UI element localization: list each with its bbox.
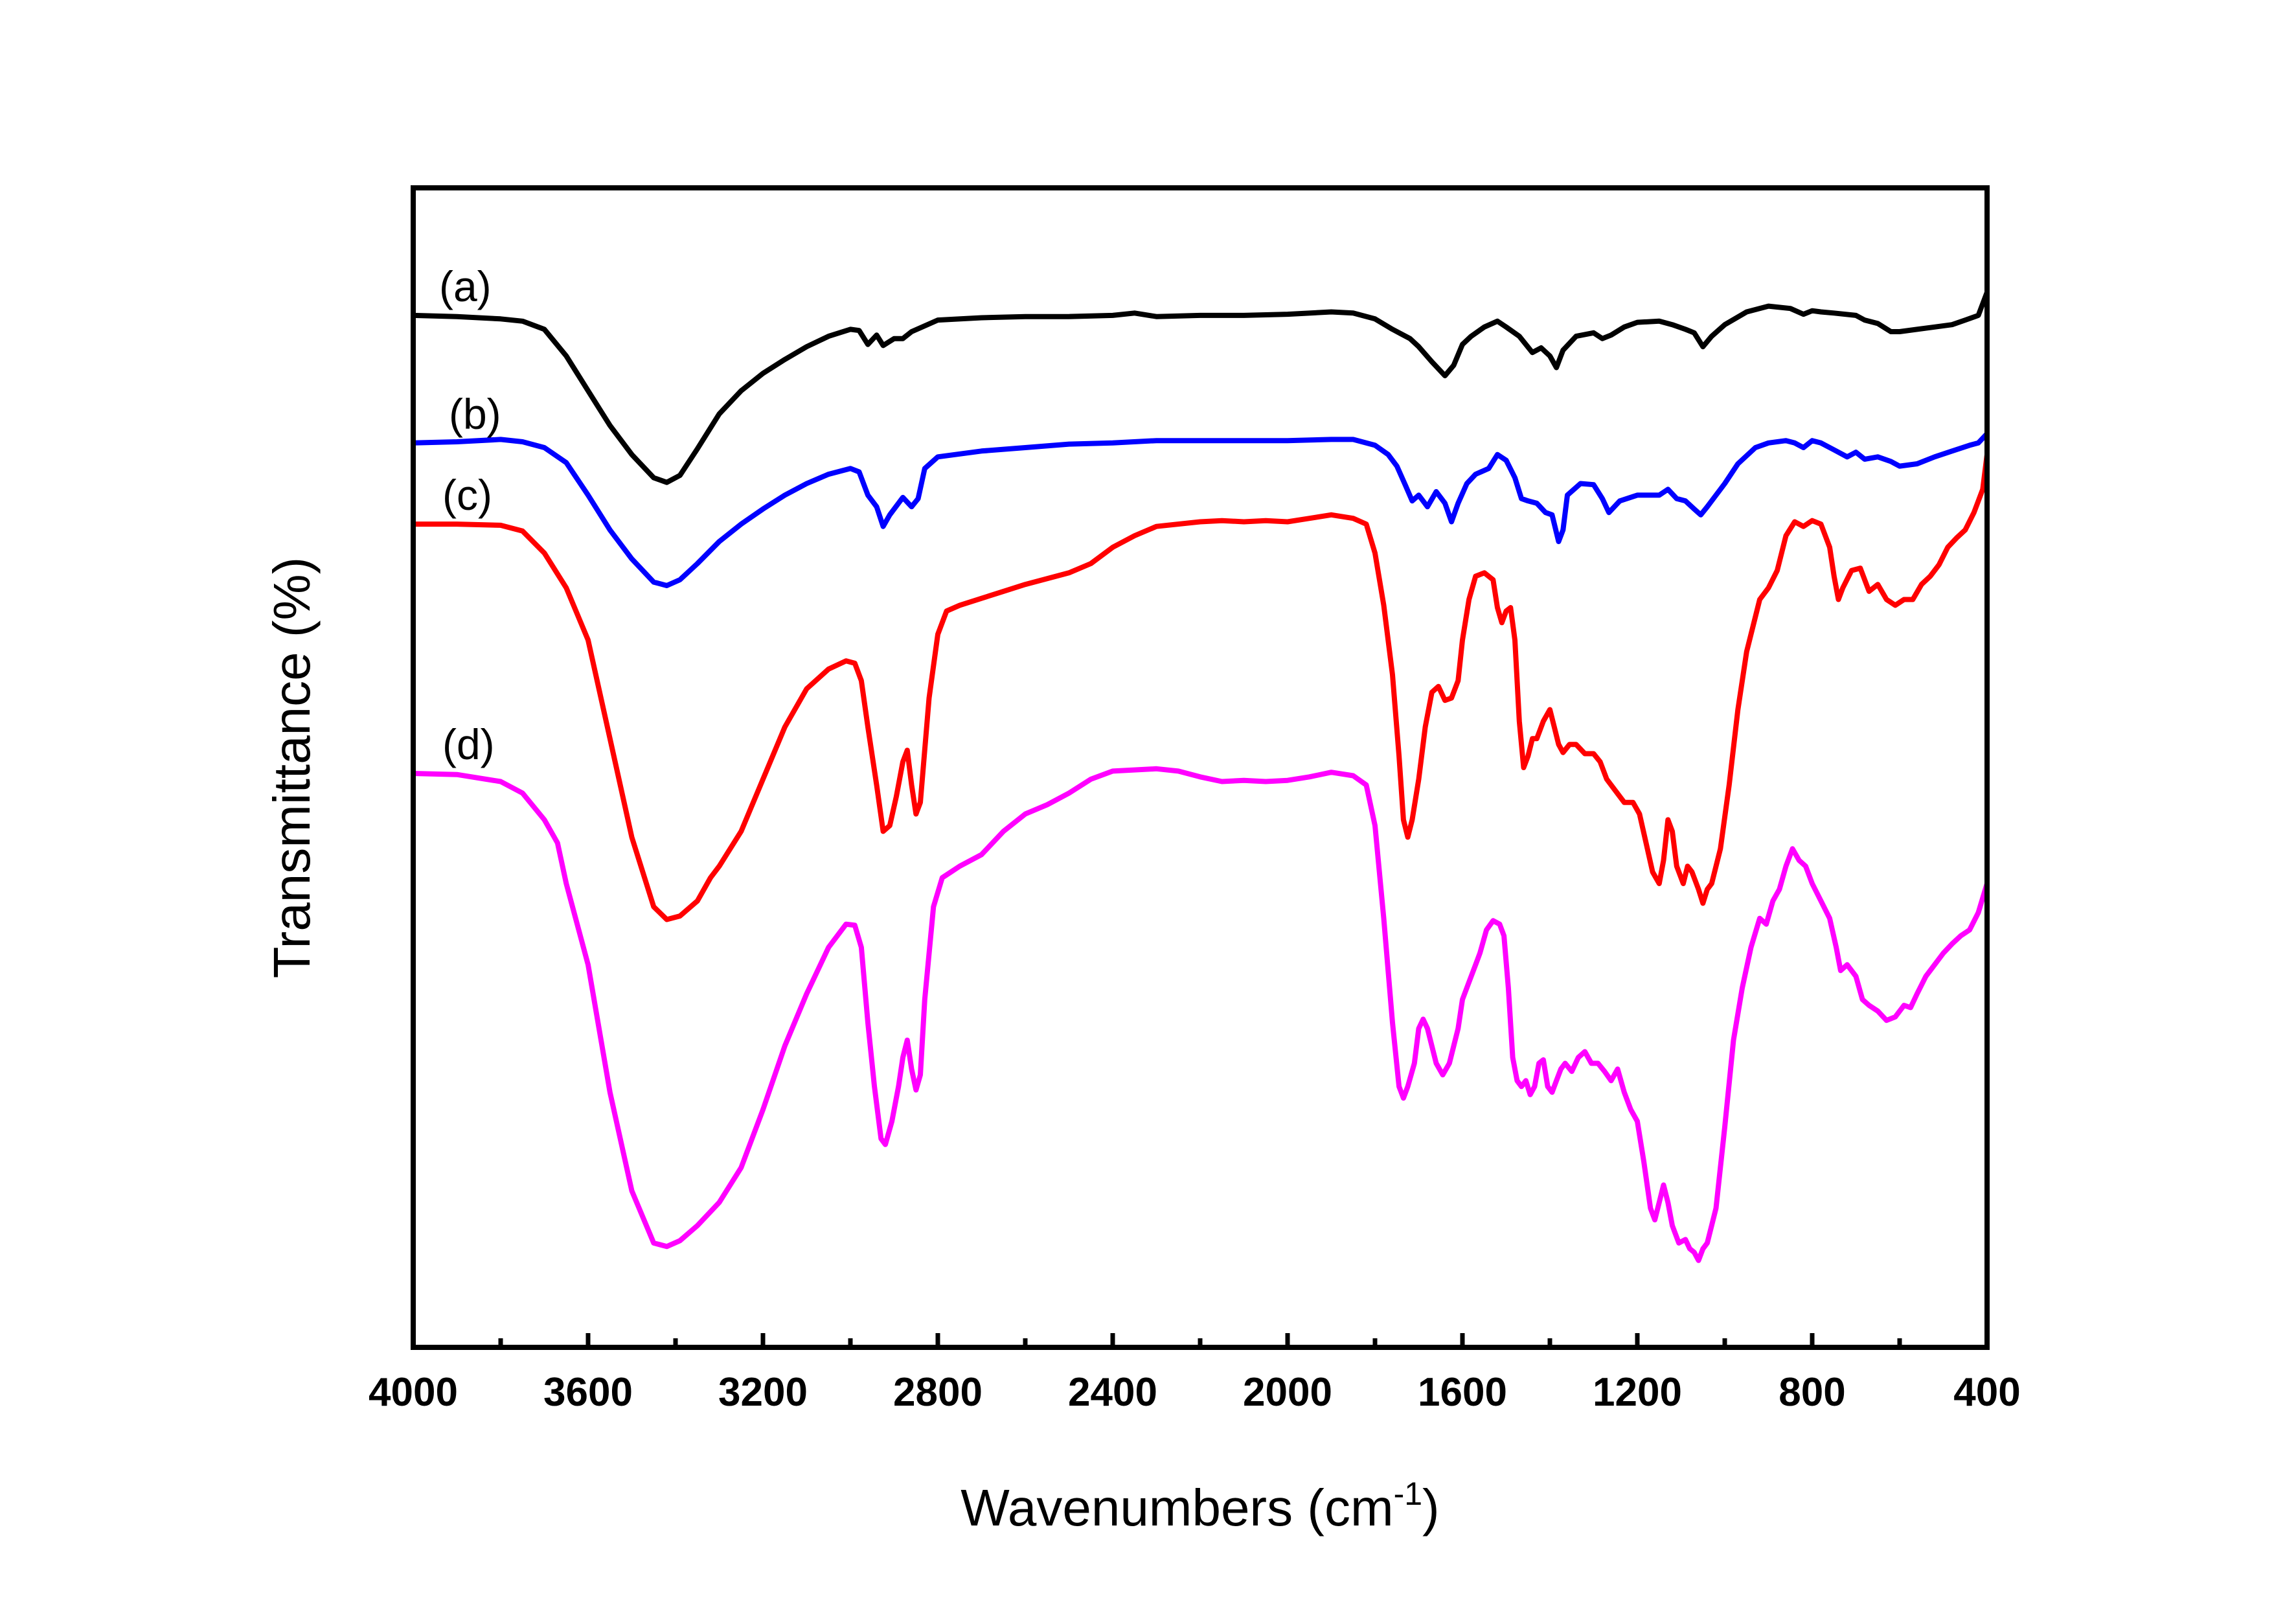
x-axis-ticks bbox=[411, 1333, 1990, 1347]
series-line-b bbox=[413, 431, 1989, 588]
x-tick-label: 3200 bbox=[718, 1370, 808, 1415]
x-tick-label: 1200 bbox=[1593, 1370, 1682, 1415]
y-axis-title: Transmittance (%) bbox=[263, 557, 321, 979]
series-line-a bbox=[413, 291, 1990, 485]
series-line-d bbox=[413, 766, 1990, 1263]
x-tick-label: 1600 bbox=[1418, 1370, 1507, 1415]
x-axis-title: Wavenumbers (cm-1) bbox=[960, 1476, 1439, 1537]
x-tick-label: 2800 bbox=[893, 1370, 983, 1415]
series-label-c: (c) bbox=[442, 471, 492, 519]
plot-frame bbox=[411, 185, 1990, 1350]
series-labels: (a) (b) (c) (d) bbox=[439, 262, 501, 768]
x-axis-tick-labels: 4000 3600 3200 2800 2400 2000 1600 1200 800 400 bbox=[369, 1370, 2021, 1415]
x-tick-label: 2000 bbox=[1243, 1370, 1332, 1415]
series-layer bbox=[413, 291, 1990, 1263]
x-tick-label: 3600 bbox=[543, 1370, 633, 1415]
x-tick-label: 800 bbox=[1779, 1370, 1845, 1415]
x-tick-label: 400 bbox=[1953, 1370, 2020, 1415]
series-label-a: (a) bbox=[439, 262, 492, 310]
series-label-d: (d) bbox=[442, 720, 495, 768]
x-tick-label: 4000 bbox=[369, 1370, 458, 1415]
series-label-b: (b) bbox=[449, 390, 501, 438]
series-line-c bbox=[413, 454, 1990, 922]
x-tick-label: 2400 bbox=[1068, 1370, 1157, 1415]
